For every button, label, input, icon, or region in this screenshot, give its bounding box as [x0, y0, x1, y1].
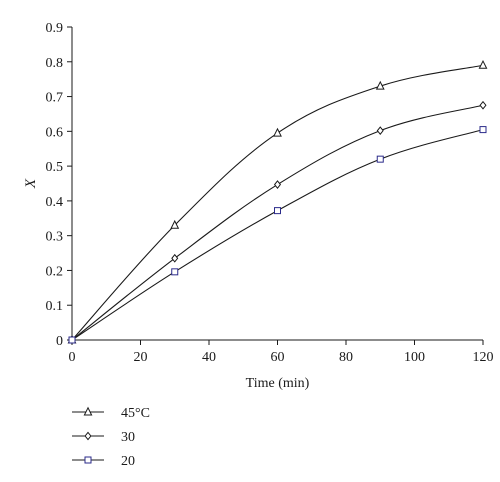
data-point-triangle [375, 80, 385, 90]
y-ticks: 0 0.1 0.2 0.3 0.4 0.5 0.6 0.7 0.8 0.9 [46, 21, 72, 349]
x-tick-label: 120 [473, 350, 494, 365]
legend-marker-square [84, 456, 92, 464]
y-tick-label: 0.1 [46, 299, 64, 314]
data-point-diamond [171, 253, 179, 263]
y-tick-label: 0 [56, 334, 63, 349]
series-30 [68, 100, 487, 345]
x-tick-label: 20 [134, 350, 148, 365]
data-point-square [479, 126, 487, 134]
x-tick-label: 40 [202, 350, 216, 365]
y-tick-label: 0.4 [46, 195, 64, 210]
legend-item: 45°C [72, 406, 150, 421]
series-line [71, 104, 484, 341]
y-tick-label: 0.7 [46, 91, 64, 106]
y-tick-label: 0.3 [46, 230, 64, 245]
legend-label: 20 [121, 454, 135, 469]
y-tick-label: 0.5 [46, 160, 64, 175]
x-ticks: 0 20 40 60 80 100 120 [69, 340, 494, 365]
y-tick-label: 0.9 [46, 21, 64, 36]
legend-item: 20 [72, 454, 135, 469]
data-point-triangle [273, 127, 282, 137]
legend-label: 30 [121, 430, 135, 445]
x-tick-label: 100 [404, 350, 425, 365]
data-point-square [171, 268, 179, 276]
series-line [71, 64, 484, 341]
plot-area: 0 20 40 60 80 100 120 0 0.1 0.2 0.3 0.4 0.5 0.6 0.7 0.… [46, 21, 494, 365]
legend-marker-triangle [83, 406, 93, 416]
y-tick-label: 0.6 [46, 125, 64, 140]
legend-item: 30 [72, 430, 135, 445]
series-20 [68, 126, 487, 344]
data-point-diamond [376, 126, 384, 136]
series-line [71, 129, 484, 341]
x-tick-label: 0 [69, 350, 76, 365]
x-tick-label: 80 [339, 350, 353, 365]
y-tick-label: 0.2 [46, 264, 64, 279]
data-point-triangle [170, 219, 180, 229]
series-layer [67, 59, 488, 345]
data-point-square [68, 336, 76, 344]
legend-marker-diamond [84, 431, 92, 441]
y-axis-title: X [23, 178, 39, 189]
legend-label: 45°C [121, 406, 150, 421]
data-point-triangle [478, 59, 488, 69]
data-point-diamond [479, 100, 487, 110]
data-point-square [274, 207, 281, 215]
data-point-square [376, 155, 384, 163]
y-tick-label: 0.8 [46, 56, 64, 71]
x-tick-label: 60 [271, 350, 285, 365]
legend: 45°C 30 20 [72, 406, 150, 469]
data-point-diamond [273, 180, 282, 189]
x-axis-title: Time (min) [246, 376, 310, 391]
